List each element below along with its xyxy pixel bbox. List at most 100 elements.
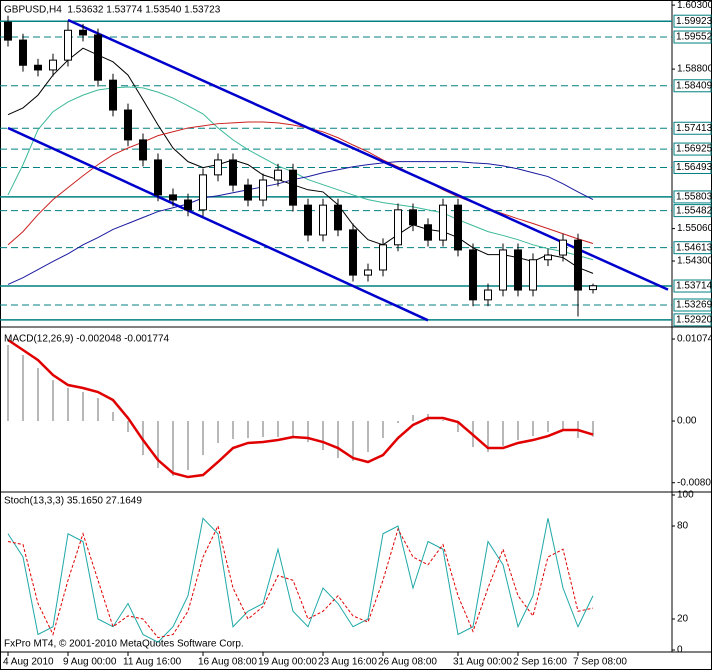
macd-bar: [202, 421, 204, 456]
macd-bar: [37, 367, 39, 422]
macd-bar: [82, 392, 84, 422]
candle-body: [19, 39, 27, 66]
candle-body: [4, 21, 12, 41]
candle-body: [49, 59, 57, 71]
moving-average: [7, 86, 594, 261]
macd-bar: [592, 421, 594, 437]
macd-bar: [412, 414, 414, 422]
level-label: 1.56493: [676, 162, 712, 173]
macd-bar: [172, 421, 174, 477]
candle-body: [259, 179, 267, 201]
macd-bar: [127, 421, 129, 433]
candle-body: [199, 174, 207, 211]
macd-bar: [562, 421, 564, 431]
macd-bar: [232, 421, 234, 440]
macd-bar: [457, 421, 459, 433]
candle-body: [94, 34, 102, 81]
x-tick-label: 7 Sep 08:00: [573, 657, 627, 668]
stoch-main: [7, 517, 594, 643]
candle-body: [529, 259, 537, 291]
level-label-box: [673, 298, 712, 312]
candle-body: [439, 204, 447, 241]
candle-body: [379, 244, 387, 271]
candle-body: [544, 254, 552, 261]
macd-bar: [517, 421, 519, 441]
level-label: 1.57413: [676, 123, 712, 134]
x-tick-label: 19 Aug 00:00: [258, 657, 317, 668]
x-tick-label: 11 Aug 16:00: [123, 657, 182, 668]
macd-bar: [307, 421, 309, 443]
macd-bar: [487, 421, 489, 453]
candle-body: [109, 79, 117, 111]
moving-average: [7, 161, 594, 285]
macd-bar: [157, 421, 159, 469]
candle-body: [244, 184, 252, 201]
x-tick-label: 4 Aug 2010: [3, 657, 54, 668]
macd-bar: [217, 421, 219, 443]
macd-bar: [67, 387, 69, 422]
candle-body: [124, 109, 132, 141]
candle-body: [34, 64, 42, 71]
candle-body: [349, 229, 357, 276]
level-label-box: [673, 241, 712, 255]
macd-bar: [442, 420, 444, 422]
level-label-box: [673, 121, 712, 135]
indicator-title: GBPUSD,H4 1.53632 1.53774 1.53540 1.5372…: [4, 5, 221, 16]
level-label-box: [673, 30, 712, 44]
macd-bar: [382, 421, 384, 439]
macd-bar: [187, 421, 189, 471]
candle-body: [214, 159, 222, 176]
level-label: 1.55803: [676, 192, 712, 203]
level-label: 1.53269: [676, 300, 712, 311]
x-tick-label: 26 Aug 08:00: [378, 657, 437, 668]
candle-body: [304, 204, 312, 236]
macd-bar: [277, 421, 279, 438]
candle-body: [154, 159, 162, 196]
candle-body: [184, 199, 192, 211]
x-tick-label: 31 Aug 00:00: [453, 657, 512, 668]
macd-bar: [352, 421, 354, 462]
indicator-title: Stoch(13,3,3) 35.1650 27.1649: [4, 496, 142, 507]
macd-bar: [247, 421, 249, 439]
candle-body: [334, 204, 342, 231]
macd-bar: [502, 421, 504, 447]
macd-bar: [547, 421, 549, 433]
level-label-box: [673, 142, 712, 156]
level-label-box: [673, 313, 712, 327]
candle-body: [589, 285, 597, 291]
candle-body: [229, 159, 237, 186]
y-tick-label: 1.58800: [677, 64, 712, 75]
candle-body: [454, 204, 462, 251]
candle-body: [409, 209, 417, 226]
candle-body: [274, 169, 282, 181]
macd-bar: [367, 421, 369, 453]
level-label-box: [673, 160, 712, 174]
level-label: 1.58409: [676, 80, 712, 91]
x-tick-label: 9 Aug 00:00: [63, 657, 117, 668]
macd-bar: [322, 421, 324, 451]
level-label: 1.54613: [676, 242, 712, 253]
level-label-box: [673, 279, 712, 293]
level-label-box: [673, 14, 712, 28]
indicator-title: MACD(12,26,9) -0.002048 -0.001774: [4, 334, 170, 345]
candle-body: [484, 289, 492, 301]
level-label: 1.59552: [676, 32, 712, 43]
level-label: 1.59923: [676, 16, 712, 27]
candle-body: [469, 249, 477, 301]
y-tick-label: 1.60300: [677, 0, 712, 11]
level-label: 1.55482: [676, 205, 712, 216]
candle-body: [394, 209, 402, 246]
level-label: 1.52920: [676, 315, 712, 326]
y-tick-label: 0: [677, 645, 683, 656]
copyright: FxPro MT4, © 2001-2010 MetaQuotes Softwa…: [4, 639, 244, 650]
level-label: 1.56925: [676, 144, 712, 155]
y-tick-label: -0.008085: [677, 477, 712, 488]
macd-bar: [97, 398, 99, 422]
x-tick-label: 2 Sep 16:00: [513, 657, 567, 668]
candle-body: [364, 269, 372, 276]
candle-body: [514, 249, 522, 291]
y-tick-label: 1.55060: [677, 223, 712, 234]
candle-body: [559, 239, 567, 256]
candle-body: [79, 29, 87, 36]
